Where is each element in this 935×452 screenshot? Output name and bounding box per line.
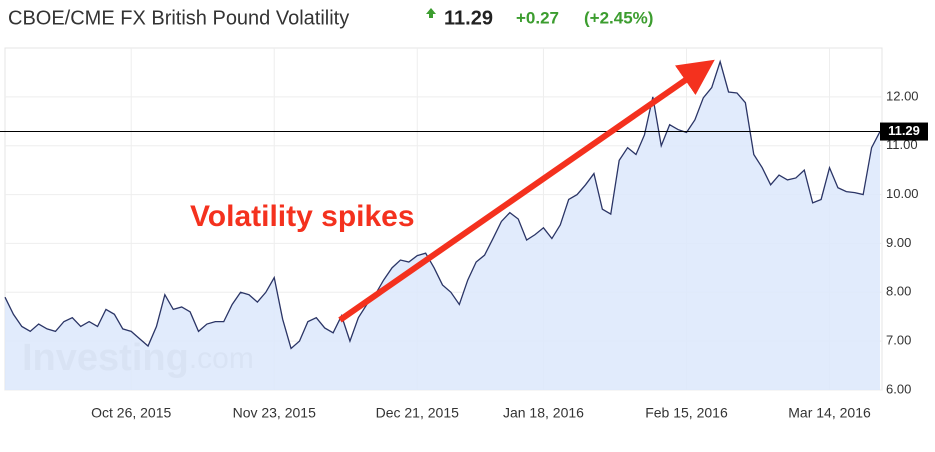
annotation-layer: Volatility spikes — [190, 59, 715, 323]
reference-label: 11.29 — [888, 123, 920, 138]
y-tick-label: 8.00 — [886, 284, 911, 299]
line — [4, 59, 881, 350]
x-tick-label: Jan 18, 2016 — [503, 405, 584, 421]
y-tick-label: 6.00 — [886, 381, 911, 396]
change-percent: (+2.45%) — [584, 8, 653, 27]
y-tick-label: 9.00 — [886, 235, 911, 250]
y-tick-label: 10.00 — [886, 186, 919, 201]
annotation-text: Volatility spikes — [190, 200, 415, 233]
title: CBOE/CME FX British Pound Volatility — [8, 7, 349, 29]
change: +0.27 — [516, 8, 559, 27]
y-tick-label: 12.00 — [886, 88, 919, 103]
y-tick-label: 7.00 — [886, 333, 911, 348]
area — [5, 61, 880, 391]
reference-label-box — [880, 122, 928, 141]
x-tick-label: Feb 15, 2016 — [645, 405, 728, 421]
up-icon — [426, 8, 436, 18]
x-tick-label: Oct 26, 2015 — [91, 405, 171, 421]
x-tick-label: Mar 14, 2016 — [788, 405, 871, 421]
x-tick-label: Nov 23, 2015 — [233, 405, 316, 421]
price: 11.29 — [444, 7, 493, 29]
annotation-arrow — [338, 59, 715, 323]
x-tick-label: Dec 21, 2015 — [376, 405, 459, 421]
y-tick-label: 11.00 — [886, 137, 918, 152]
